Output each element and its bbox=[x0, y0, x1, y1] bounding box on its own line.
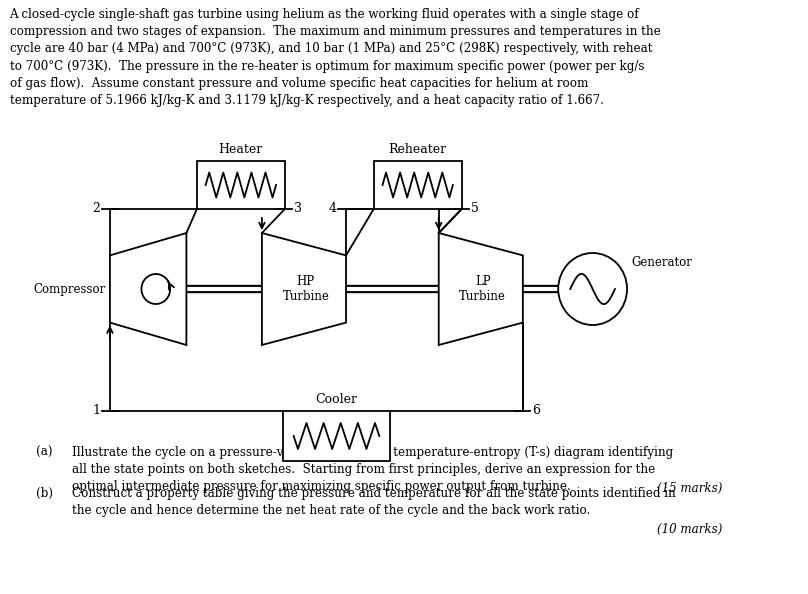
Text: (a): (a) bbox=[36, 446, 53, 459]
Bar bbox=[283, 411, 390, 461]
Text: Compressor: Compressor bbox=[33, 283, 105, 295]
Text: LP
Turbine: LP Turbine bbox=[459, 275, 506, 303]
Polygon shape bbox=[439, 233, 523, 345]
Circle shape bbox=[558, 253, 627, 325]
Text: 4: 4 bbox=[329, 203, 336, 216]
Bar bbox=[374, 161, 461, 209]
Polygon shape bbox=[262, 233, 346, 345]
Text: (10 marks): (10 marks) bbox=[657, 523, 722, 536]
Text: 3: 3 bbox=[294, 203, 302, 216]
Text: (15 marks): (15 marks) bbox=[657, 482, 722, 495]
Text: A closed-cycle single-shaft gas turbine using helium as the working fluid operat: A closed-cycle single-shaft gas turbine … bbox=[10, 8, 660, 107]
Text: Illustrate the cycle on a pressure-volume (p-v) and a temperature-entropy (T-s) : Illustrate the cycle on a pressure-volum… bbox=[72, 446, 673, 494]
Text: Cooler: Cooler bbox=[315, 393, 357, 406]
Text: 1: 1 bbox=[92, 405, 100, 418]
Text: Heater: Heater bbox=[219, 143, 263, 156]
Text: 2: 2 bbox=[92, 203, 100, 216]
Text: Generator: Generator bbox=[632, 256, 692, 269]
Bar bbox=[197, 161, 285, 209]
Polygon shape bbox=[110, 233, 187, 345]
Text: Reheater: Reheater bbox=[389, 143, 447, 156]
Text: Construct a property table giving the pressure and temperature for all the state: Construct a property table giving the pr… bbox=[72, 487, 675, 517]
Text: (b): (b) bbox=[36, 487, 53, 500]
Text: 5: 5 bbox=[471, 203, 479, 216]
Text: 6: 6 bbox=[532, 405, 541, 418]
Text: HP
Turbine: HP Turbine bbox=[283, 275, 330, 303]
